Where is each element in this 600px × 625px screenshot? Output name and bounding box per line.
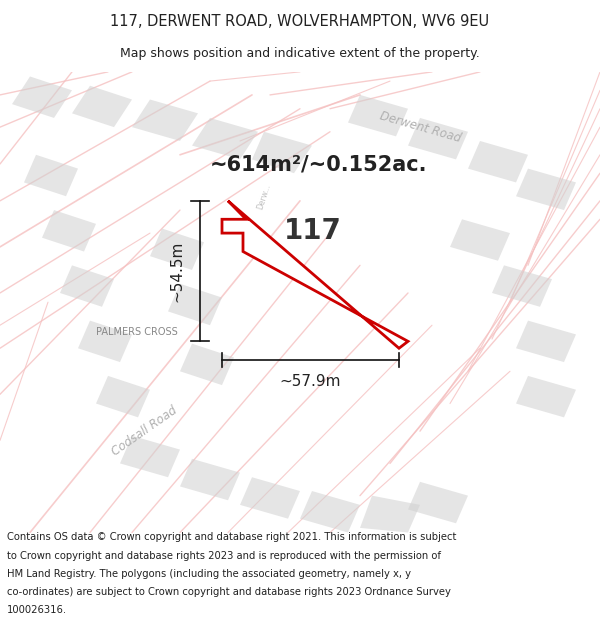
Polygon shape xyxy=(168,284,222,325)
Polygon shape xyxy=(96,376,150,418)
Polygon shape xyxy=(60,266,114,307)
Polygon shape xyxy=(12,76,72,118)
Polygon shape xyxy=(516,321,576,362)
Polygon shape xyxy=(150,229,204,270)
Polygon shape xyxy=(468,141,528,182)
Polygon shape xyxy=(24,155,78,196)
Polygon shape xyxy=(516,169,576,210)
Polygon shape xyxy=(42,210,96,251)
Text: ~57.9m: ~57.9m xyxy=(280,374,341,389)
Polygon shape xyxy=(348,95,408,136)
Text: 117: 117 xyxy=(284,217,342,245)
Polygon shape xyxy=(192,118,258,159)
Text: to Crown copyright and database rights 2023 and is reproduced with the permissio: to Crown copyright and database rights 2… xyxy=(7,551,441,561)
Polygon shape xyxy=(252,132,312,173)
Polygon shape xyxy=(408,482,468,523)
Polygon shape xyxy=(180,344,234,385)
Polygon shape xyxy=(360,496,420,532)
Polygon shape xyxy=(450,219,510,261)
Text: Derw...: Derw... xyxy=(256,182,272,210)
Text: HM Land Registry. The polygons (including the associated geometry, namely x, y: HM Land Registry. The polygons (includin… xyxy=(7,569,411,579)
Text: Contains OS data © Crown copyright and database right 2021. This information is : Contains OS data © Crown copyright and d… xyxy=(7,532,457,542)
Text: Map shows position and indicative extent of the property.: Map shows position and indicative extent… xyxy=(120,48,480,61)
Text: 100026316.: 100026316. xyxy=(7,604,67,614)
Text: Codsall Road: Codsall Road xyxy=(109,404,179,459)
Polygon shape xyxy=(180,459,240,500)
Text: PALMERS CROSS: PALMERS CROSS xyxy=(96,327,178,337)
Polygon shape xyxy=(132,99,198,141)
Polygon shape xyxy=(408,118,468,159)
Polygon shape xyxy=(120,436,180,478)
Text: co-ordinates) are subject to Crown copyright and database rights 2023 Ordnance S: co-ordinates) are subject to Crown copyr… xyxy=(7,587,451,597)
Text: ~54.5m: ~54.5m xyxy=(170,241,185,302)
Text: Derwent Road: Derwent Road xyxy=(378,109,462,145)
Polygon shape xyxy=(300,491,360,532)
Polygon shape xyxy=(240,478,300,519)
Polygon shape xyxy=(72,86,132,127)
Polygon shape xyxy=(516,376,576,418)
Text: 117, DERWENT ROAD, WOLVERHAMPTON, WV6 9EU: 117, DERWENT ROAD, WOLVERHAMPTON, WV6 9E… xyxy=(110,14,490,29)
Polygon shape xyxy=(78,321,132,362)
Polygon shape xyxy=(492,266,552,307)
Text: ~614m²/~0.152ac.: ~614m²/~0.152ac. xyxy=(209,154,427,174)
Polygon shape xyxy=(222,201,408,348)
